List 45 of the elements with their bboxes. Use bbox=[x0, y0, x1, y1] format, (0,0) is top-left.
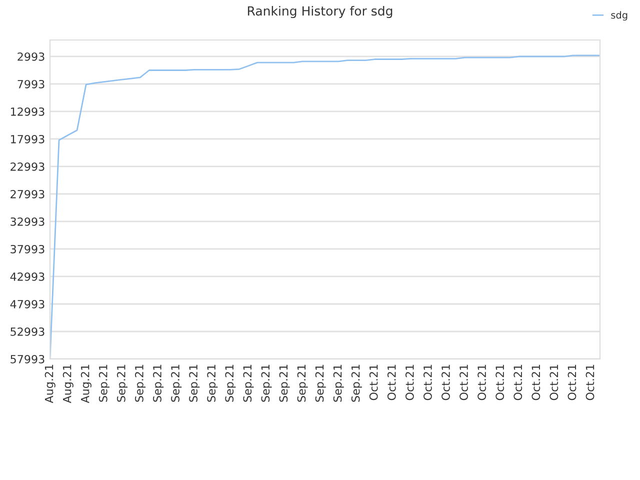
x-tick-label: Sep.21 bbox=[153, 364, 164, 402]
x-tick-label: Oct.21 bbox=[405, 364, 414, 400]
x-tick-label: Sep.21 bbox=[279, 364, 290, 402]
x-tick-label: Oct.21 bbox=[460, 364, 468, 400]
x-tick-label: Aug.21 bbox=[80, 364, 92, 404]
x-tick-label: Sep.21 bbox=[261, 364, 272, 402]
y-tick-label: 27993 bbox=[10, 190, 44, 198]
x-tick-label: Oct.21 bbox=[496, 364, 504, 400]
x-tick-label: Sep.21 bbox=[333, 364, 344, 402]
x-tick-label: Sep.21 bbox=[351, 364, 362, 402]
y-tick-label: 12993 bbox=[11, 107, 44, 116]
x-tick-label: Oct.21 bbox=[514, 364, 522, 400]
y-tick-label: 37993 bbox=[10, 244, 44, 254]
x-tick-label: Sep.21 bbox=[225, 364, 236, 402]
x-tick-label: Oct.21 bbox=[369, 364, 378, 400]
x-tick-label: Sep.21 bbox=[116, 364, 128, 402]
x-tick-label: Sep.21 bbox=[98, 364, 110, 402]
y-tick-label: 22993 bbox=[10, 162, 44, 171]
x-tick-label: Sep.21 bbox=[315, 364, 326, 402]
y-tick-label: 17993 bbox=[11, 134, 44, 144]
y-tick-label: 42993 bbox=[10, 272, 44, 281]
x-tick-label: Oct.21 bbox=[478, 364, 486, 400]
x-tick-label: Oct.21 bbox=[424, 364, 432, 400]
x-tick-label: Oct.21 bbox=[387, 364, 396, 400]
x-tick-label: Oct.21 bbox=[442, 364, 450, 400]
y-tick-label: 7993 bbox=[18, 80, 44, 88]
x-tick-label: Oct.21 bbox=[550, 364, 558, 400]
x-tick-label: Oct.21 bbox=[568, 364, 576, 400]
y-tick-label: 52993 bbox=[10, 327, 44, 336]
legend-label: sdg bbox=[611, 11, 628, 21]
x-tick-label: Sep.21 bbox=[297, 364, 308, 402]
x-tick-label: Aug.21 bbox=[62, 364, 74, 404]
x-tick-label: Sep.21 bbox=[243, 364, 254, 402]
x-tick-label: Sep.21 bbox=[189, 364, 200, 402]
x-tick-label: Aug.21 bbox=[44, 364, 56, 404]
x-tick-label: Oct.21 bbox=[586, 364, 594, 400]
y-tick-label: 47993 bbox=[10, 300, 44, 308]
y-tick-label: 32993 bbox=[10, 217, 44, 226]
x-tick-label: Oct.21 bbox=[532, 364, 540, 400]
y-tick-label: 2993 bbox=[18, 52, 44, 61]
x-tick-label: Sep.21 bbox=[207, 364, 218, 402]
y-tick-label: 57993 bbox=[10, 354, 44, 364]
chart-title: Ranking History for sdg bbox=[248, 6, 392, 18]
x-tick-label: Sep.21 bbox=[171, 364, 182, 402]
x-tick-label: Sep.21 bbox=[134, 364, 146, 402]
